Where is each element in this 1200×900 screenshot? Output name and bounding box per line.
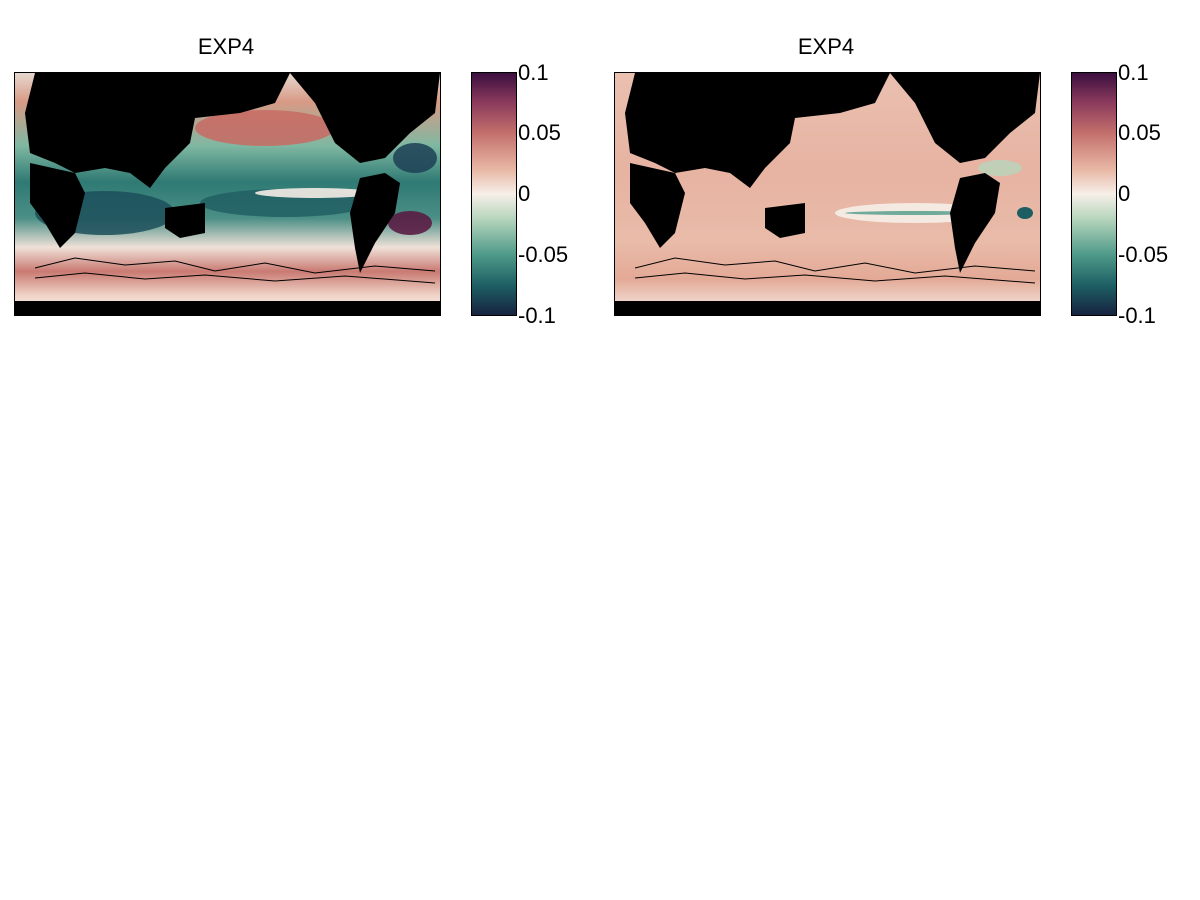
panel-2-colorbar-tick-zero: 0 [1118, 181, 1131, 206]
panel-1-colorbar [471, 72, 517, 316]
panel-1-colorbar-tick-min: -0.1 [518, 303, 556, 328]
panel-1-map-graphic [15, 73, 440, 315]
panel-2-colorbar-tick-max: 0.1 [1118, 60, 1149, 85]
panel-1-map [14, 72, 441, 316]
panel-1-colorbar-tick-zero: 0 [518, 181, 531, 206]
panel-2-map [614, 72, 1041, 316]
panel-2-colorbar [1071, 72, 1117, 316]
panel-1-title: EXP4 [197, 34, 255, 59]
panel-1-colorbar-tick-max: 0.1 [518, 60, 549, 85]
panel-2-colorbar-tick-high: 0.05 [1118, 120, 1161, 145]
panel-1-colorbar-tick-high: 0.05 [518, 120, 561, 145]
land-masses [15, 73, 440, 315]
panel-2-colorbar-tick-min: -0.1 [1118, 303, 1156, 328]
panel-2-title: EXP4 [797, 34, 855, 59]
land-masses [615, 73, 1040, 315]
panel-2-colorbar-tick-low: -0.05 [1118, 242, 1169, 267]
panel-1-colorbar-tick-low: -0.05 [518, 242, 569, 267]
panel-2-map-graphic [615, 73, 1040, 315]
